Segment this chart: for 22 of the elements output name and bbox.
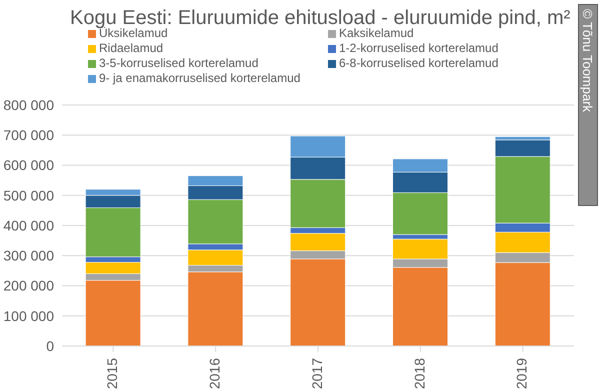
x-tick-label: 2019 [514, 358, 530, 390]
y-tick-label: 0 [46, 338, 54, 354]
legend-label: 9- ja enamakorruselised korterelamud [99, 71, 300, 86]
y-tick-label: 700 000 [3, 127, 54, 144]
x-tick-label: 2015 [104, 358, 120, 390]
y-tick-label: 800 000 [3, 96, 54, 113]
legend-label: 3-5-korruselised korterelamud [99, 56, 258, 71]
x-tick-label: 2016 [206, 358, 223, 390]
x-tick-label: 2017 [308, 358, 325, 390]
text: © Tõnu Toompark [580, 9, 595, 113]
x-tick-label: 2018 [411, 358, 428, 390]
y-tick-label: 300 000 [3, 248, 54, 264]
legend-label: 1-2-korruselised korterelamud [339, 41, 498, 56]
y-tick-label: 500 000 [3, 187, 54, 204]
legend-label: Ridaelamud [99, 41, 164, 56]
chart-title: Kogu Eesti: Eluruumide ehitusload - eluruumide pind, m² [70, 7, 571, 29]
y-tick-label: 600 000 [3, 157, 54, 174]
y-tick-label: 200 000 [3, 278, 54, 294]
y-tick-label: 400 000 [3, 217, 54, 234]
legend-label: 6-8-korruselised korterelamud [339, 56, 498, 71]
y-tick-label: 100 000 [3, 308, 54, 324]
legend-label: Kaksikelamud [339, 26, 414, 41]
